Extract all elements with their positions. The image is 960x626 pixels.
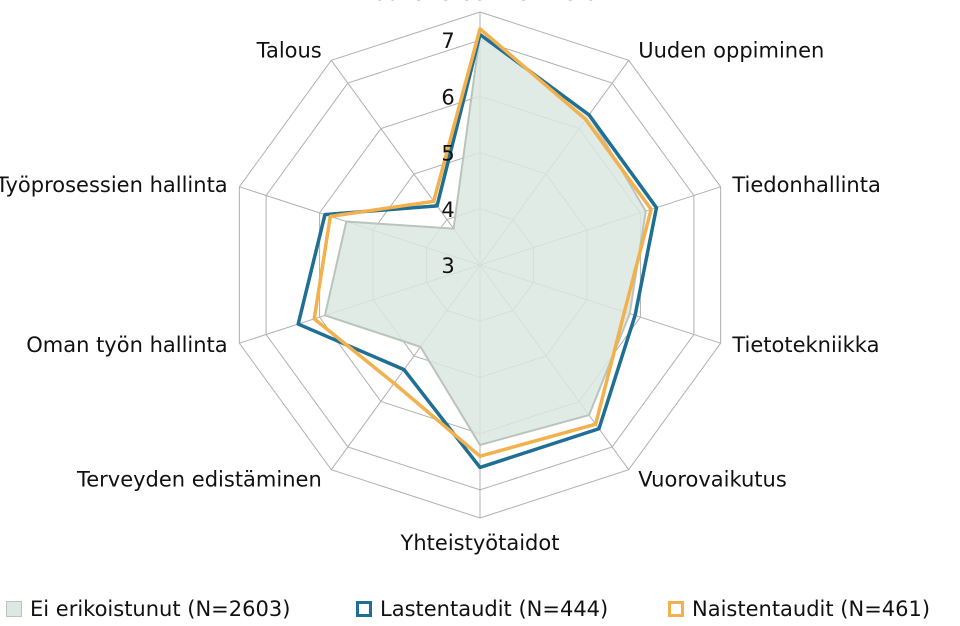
axis-label-yhteistyotaidot: Yhteistyötaidot bbox=[400, 531, 560, 555]
tick-label: 3 bbox=[441, 254, 454, 278]
legend-item-ei-erikoistunut: Ei erikoistunut (N=2603) bbox=[6, 592, 290, 626]
axis-label-uuden-oppiminen: Uuden oppiminen bbox=[638, 38, 824, 62]
series-naistentaudit bbox=[312, 27, 653, 458]
series-ei-erikoistunut bbox=[323, 32, 647, 447]
tick-label: 5 bbox=[441, 142, 454, 166]
tick-label: 6 bbox=[441, 85, 454, 109]
legend-swatch-naistentaudit bbox=[668, 601, 684, 617]
axis-label-oman-tyon-hallinta: Oman työn hallinta bbox=[26, 333, 227, 357]
axis-label-tyoprosessien-hallinta: Työprosessien hallinta bbox=[0, 173, 228, 197]
legend-label-ei-erikoistunut: Ei erikoistunut (N=2603) bbox=[30, 597, 291, 621]
tick-label: 4 bbox=[441, 198, 454, 222]
axis-label-laaketieteellinen-tieto: Lääketieteellinen tieto bbox=[363, 0, 598, 5]
legend-swatch-lastentaudit bbox=[356, 601, 372, 617]
tick-label: 7 bbox=[441, 29, 454, 53]
legend-item-naistentaudit: Naistentaudit (N=461) bbox=[668, 592, 930, 626]
legend: Ei erikoistunut (N=2603) Lastentaudit (N… bbox=[0, 592, 960, 626]
axis-label-tiedonhallinta: Tiedonhallinta bbox=[731, 173, 881, 197]
radar-labels: 3 4 5 6 7 Lääketieteellinen tieto Uuden oppimi… bbox=[0, 0, 881, 555]
legend-swatch-ei-erikoistunut bbox=[6, 601, 22, 617]
legend-item-lastentaudit: Lastentaudit (N=444) bbox=[356, 592, 608, 626]
radar-series bbox=[296, 27, 659, 470]
axis-label-tietotekniikka: Tietotekniikka bbox=[731, 333, 879, 357]
axis-label-terveyden-edistaminen: Terveyden edistäminen bbox=[76, 468, 322, 492]
legend-label-lastentaudit: Lastentaudit (N=444) bbox=[380, 597, 609, 621]
legend-label-naistentaudit: Naistentaudit (N=461) bbox=[692, 597, 931, 621]
radar-chart: 3 4 5 6 7 Lääketieteellinen tieto Uuden oppimi… bbox=[0, 0, 881, 555]
axis-label-talous: Talous bbox=[256, 38, 322, 62]
axis-label-vuorovaikutus: Vuorovaikutus bbox=[638, 468, 787, 492]
